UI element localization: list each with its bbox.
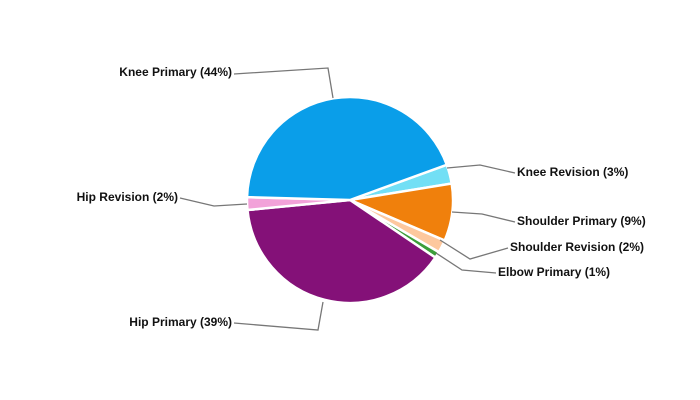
slice-label: Knee Primary (44%): [119, 65, 232, 79]
leader-line: [451, 211, 516, 223]
slice-label: Knee Revision (3%): [517, 165, 628, 179]
leader-line: [435, 252, 497, 274]
pie-slice: [245, 95, 449, 202]
slice-label: Shoulder Primary (9%): [517, 214, 646, 228]
leader-line: [439, 239, 509, 260]
slice-label: Shoulder Revision (2%): [510, 240, 644, 254]
leader-line: [233, 67, 334, 99]
leader-line: [179, 197, 248, 207]
leader-line: [233, 301, 324, 331]
leader-line: [446, 164, 516, 174]
pie-slice: [246, 198, 438, 305]
slice-label: Hip Revision (2%): [77, 190, 178, 204]
slice-label: Hip Primary (39%): [129, 315, 232, 329]
slice-label: Elbow Primary (1%): [498, 265, 610, 279]
